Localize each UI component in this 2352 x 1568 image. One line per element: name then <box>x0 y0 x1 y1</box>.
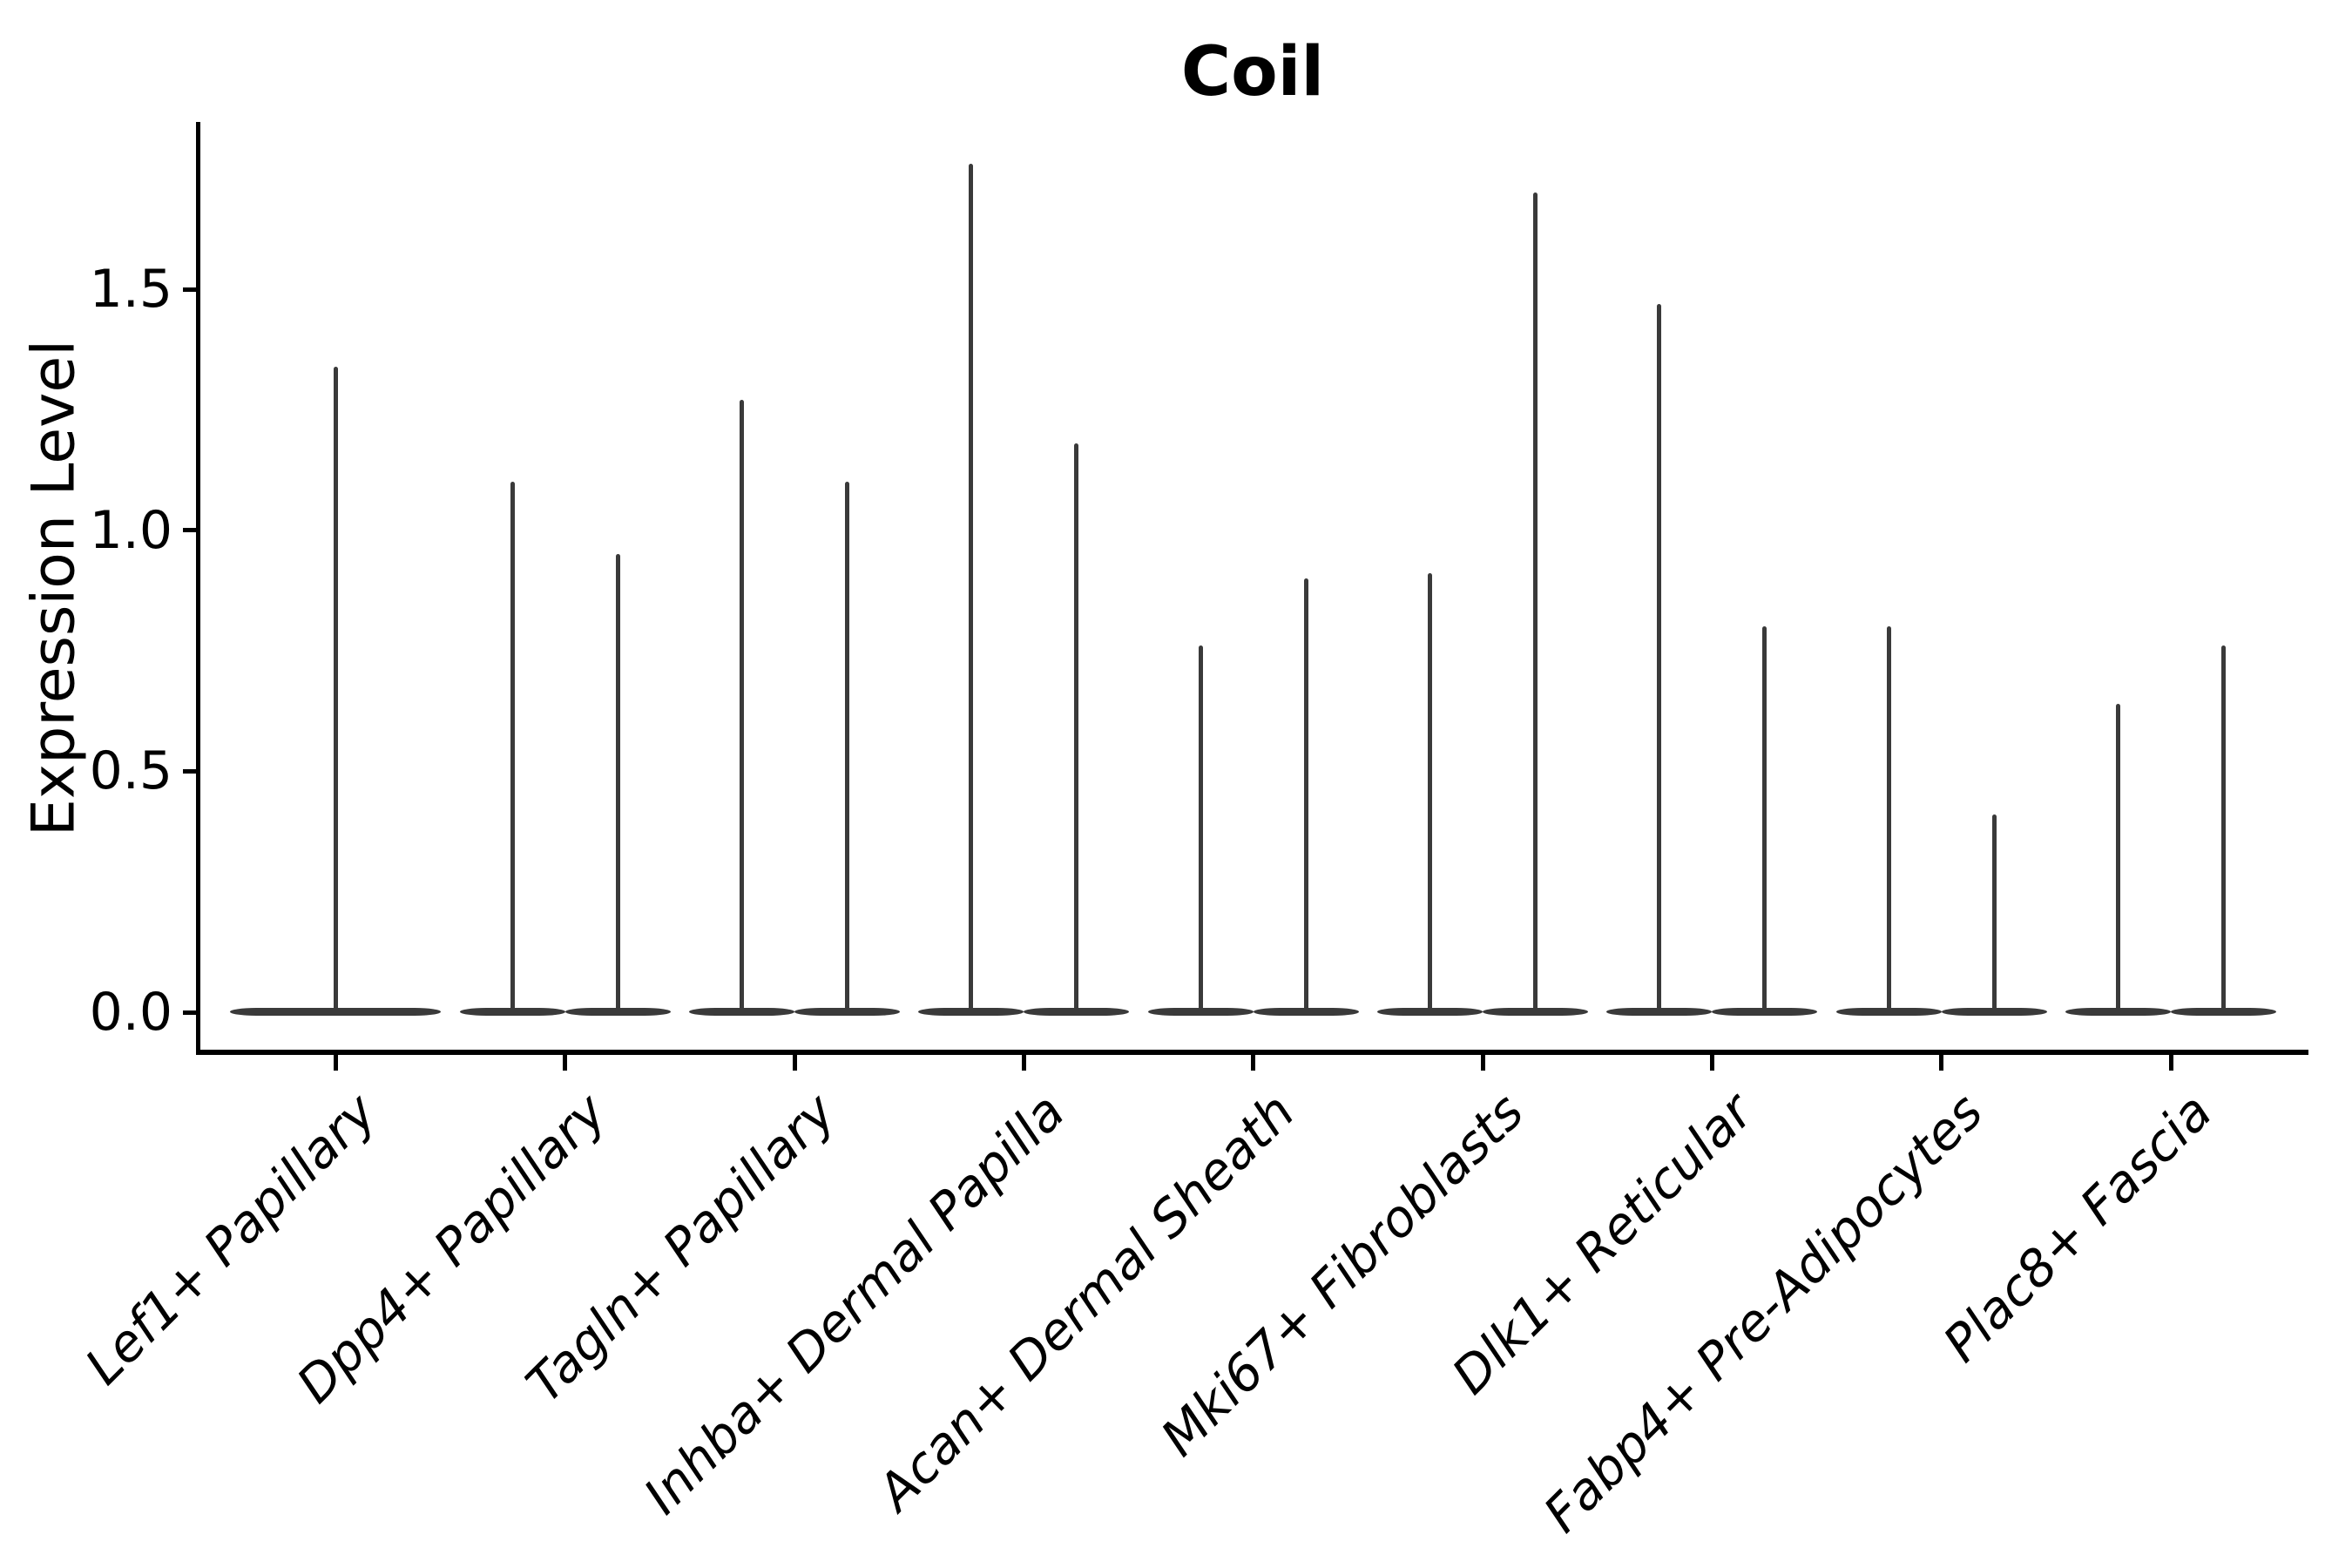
violin-spike <box>1886 626 1891 1014</box>
violin-spike <box>845 482 850 1014</box>
violin-spike <box>1657 303 1662 1014</box>
x-category-label: Fabp4+ Pre-Adipocytes <box>1531 1082 1994 1544</box>
violin-spike <box>1991 814 1997 1014</box>
y-tick-mark <box>182 287 196 292</box>
violin-spike <box>2116 703 2120 1014</box>
y-axis-spine <box>195 122 201 1055</box>
y-tick-label: 0.5 <box>89 740 172 802</box>
y-tick-mark <box>182 768 196 774</box>
violin-spike <box>1303 578 1308 1014</box>
violin-spike <box>969 164 974 1014</box>
violin-spike <box>1762 626 1767 1014</box>
violin-spike <box>510 482 515 1014</box>
y-tick-label: 1.5 <box>89 259 172 321</box>
x-tick-mark <box>1021 1054 1026 1071</box>
violin-spike <box>1533 193 1538 1014</box>
y-tick-label: 1.0 <box>89 499 172 561</box>
x-category-label: Inhba+ Dermal Papilla <box>632 1082 1077 1526</box>
x-tick-mark <box>333 1054 338 1071</box>
x-tick-mark <box>1709 1054 1714 1071</box>
x-category-label: Acan+ Dermal Sheath <box>865 1082 1306 1522</box>
plot-title: Coil <box>1180 33 1325 112</box>
violin-spike <box>740 400 745 1014</box>
x-axis-spine <box>195 1050 2308 1055</box>
violin-spike <box>333 366 338 1014</box>
x-tick-mark <box>1251 1054 1256 1071</box>
x-tick-mark <box>1939 1054 1944 1071</box>
violin-spike <box>1428 573 1433 1014</box>
x-tick-mark <box>1480 1054 1485 1071</box>
violin-spike <box>1198 645 1203 1014</box>
x-tick-mark <box>792 1054 797 1071</box>
y-tick-mark <box>182 528 196 533</box>
y-tick-mark <box>182 1010 196 1015</box>
violin-spike <box>2221 645 2226 1014</box>
violin-spike <box>615 554 620 1014</box>
violin-spike <box>1074 443 1079 1014</box>
y-tick-label: 0.0 <box>89 982 172 1043</box>
x-tick-mark <box>563 1054 568 1071</box>
x-tick-mark <box>2168 1054 2173 1071</box>
